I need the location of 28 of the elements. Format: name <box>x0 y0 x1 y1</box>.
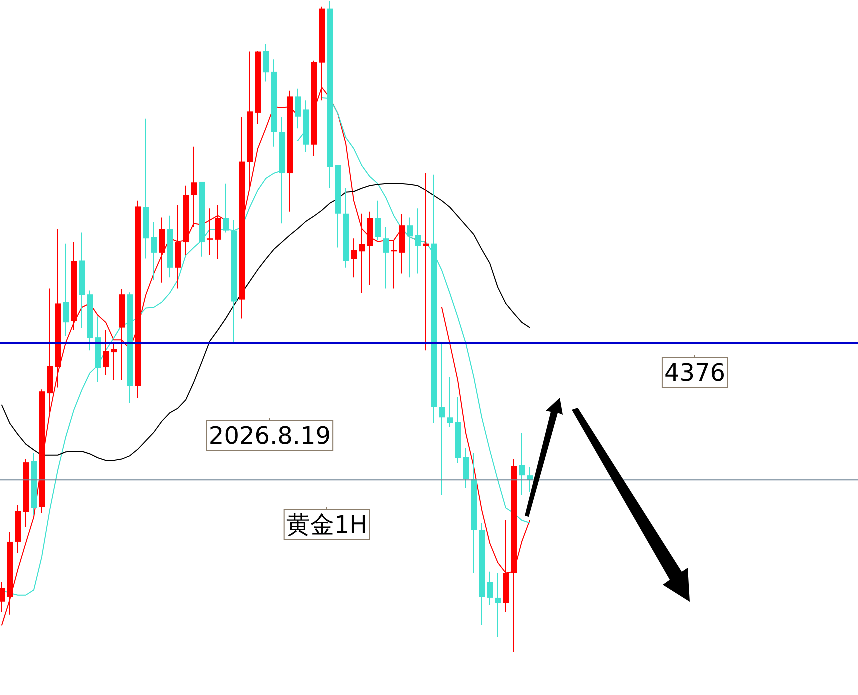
candlestick <box>351 238 357 278</box>
candlestick <box>103 330 109 376</box>
candlestick <box>263 43 269 82</box>
candlestick <box>423 173 429 352</box>
candlestick <box>487 571 493 606</box>
candlestick <box>519 432 525 496</box>
candlestick <box>295 88 301 130</box>
candlestick <box>151 222 157 281</box>
candlestick <box>415 208 421 274</box>
candlestick <box>447 376 453 428</box>
candlestick <box>383 227 389 290</box>
annotation: 2026.8.19 <box>208 422 332 450</box>
candlestick <box>463 448 469 488</box>
candlestick <box>159 217 165 284</box>
candlestick <box>223 183 229 234</box>
text: 黄金1H <box>286 511 368 539</box>
candlestick <box>375 200 381 242</box>
text: 4376 <box>664 359 726 387</box>
candlestick <box>439 342 445 496</box>
candlestick <box>0 582 5 613</box>
candlestick <box>207 208 213 256</box>
candlestick <box>359 213 365 294</box>
candlestick <box>111 342 117 382</box>
candlestick <box>215 204 221 260</box>
candlestick <box>495 572 501 638</box>
candlestick <box>407 217 413 278</box>
candlestick <box>191 146 197 228</box>
candlestick <box>63 243 69 337</box>
